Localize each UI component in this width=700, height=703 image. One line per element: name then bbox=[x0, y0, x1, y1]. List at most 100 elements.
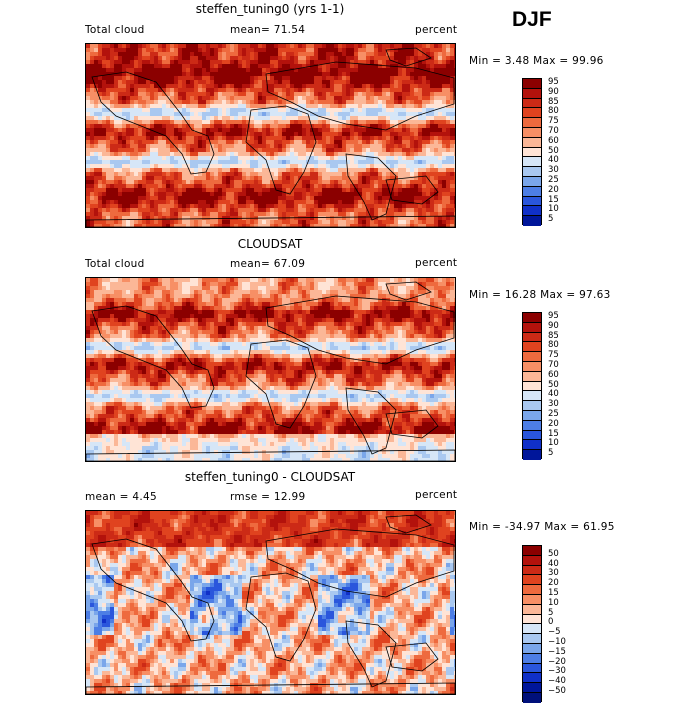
panel1-units-label: percent bbox=[415, 24, 457, 36]
colorbar-tick-label: −5 bbox=[548, 627, 561, 637]
colorbar-tick-label: 50 bbox=[548, 380, 559, 390]
colorbar-tick-label: 20 bbox=[548, 578, 559, 588]
colorbar-segment bbox=[523, 352, 541, 362]
panel2-minmax: Min = 16.28 Max = 97.63 bbox=[469, 289, 611, 301]
panel3-minmax: Min = -34.97 Max = 61.95 bbox=[469, 521, 615, 533]
colorbar-segment bbox=[523, 391, 541, 401]
panel1-mean-label: mean= 71.54 bbox=[230, 24, 305, 36]
colorbar-segment bbox=[523, 664, 541, 674]
colorbar-tick-label: 80 bbox=[548, 340, 559, 350]
colorbar-segment bbox=[523, 138, 541, 148]
colorbar-tick-label: 25 bbox=[548, 409, 559, 419]
panel2-units-label: percent bbox=[415, 257, 457, 269]
colorbar-tick-label: −20 bbox=[548, 657, 566, 667]
colorbar-segment bbox=[523, 79, 541, 89]
colorbar-segment bbox=[523, 654, 541, 664]
panel3-map-field bbox=[86, 511, 455, 694]
colorbar-tick-label: 90 bbox=[548, 321, 559, 331]
panel2-map-field bbox=[86, 278, 455, 461]
colorbar-segment bbox=[523, 118, 541, 128]
colorbar-tick-label: 75 bbox=[548, 350, 559, 360]
colorbar-segment bbox=[523, 108, 541, 118]
colorbar-tick-label: 70 bbox=[548, 360, 559, 370]
colorbar-segment bbox=[523, 556, 541, 566]
colorbar-tick-label: 95 bbox=[548, 311, 559, 321]
colorbar-segment bbox=[523, 683, 541, 693]
colorbar-tick-label: 70 bbox=[548, 126, 559, 136]
colorbar-tick-label: 5 bbox=[548, 214, 553, 224]
panel1-title: steffen_tuning0 (yrs 1-1) bbox=[85, 2, 455, 16]
season-label: DJF bbox=[512, 8, 552, 32]
colorbar-segment bbox=[523, 187, 541, 197]
colorbar-tick-label: 5 bbox=[548, 448, 553, 458]
colorbar-segment bbox=[523, 128, 541, 138]
colorbar-tick-label: 40 bbox=[548, 155, 559, 165]
panel2-title: CLOUDSAT bbox=[85, 237, 455, 251]
panel2-map bbox=[85, 277, 456, 462]
colorbar-strip bbox=[522, 78, 542, 225]
colorbar-segment bbox=[523, 615, 541, 625]
colorbar-segment bbox=[523, 313, 541, 323]
colorbar-tick-label: 5 bbox=[548, 608, 553, 618]
colorbar-segment bbox=[523, 372, 541, 382]
colorbar-segment bbox=[523, 362, 541, 372]
colorbar-segment bbox=[523, 157, 541, 167]
colorbar-segment bbox=[523, 342, 541, 352]
colorbar-tick-label: 15 bbox=[548, 195, 559, 205]
colorbar-segment bbox=[523, 197, 541, 207]
colorbar-segment bbox=[523, 177, 541, 187]
colorbar-segment bbox=[523, 585, 541, 595]
colorbar-tick-label: 85 bbox=[548, 331, 559, 341]
panel3-map bbox=[85, 510, 456, 695]
colorbar-tick-label: 25 bbox=[548, 175, 559, 185]
panel3-rmse-label: rmse = 12.99 bbox=[230, 491, 305, 503]
panel3-units-label: percent bbox=[415, 489, 457, 501]
panel3-title: steffen_tuning0 - CLOUDSAT bbox=[85, 470, 455, 484]
colorbar-tick-label: 60 bbox=[548, 136, 559, 146]
colorbar-tick-label: 40 bbox=[548, 559, 559, 569]
colorbar-tick-label: 40 bbox=[548, 389, 559, 399]
colorbar-tick-label: −10 bbox=[548, 637, 566, 647]
panel1-map-field bbox=[86, 44, 455, 227]
colorbar-tick-label: 15 bbox=[548, 588, 559, 598]
colorbar-segment bbox=[523, 148, 541, 158]
colorbar-segment bbox=[523, 323, 541, 333]
colorbar-tick-label: 50 bbox=[548, 146, 559, 156]
colorbar-segment bbox=[523, 333, 541, 343]
colorbar-segment bbox=[523, 546, 541, 556]
colorbar-tick-label: 0 bbox=[548, 617, 553, 627]
colorbar-segment bbox=[523, 401, 541, 411]
colorbar-tick-label: 30 bbox=[548, 165, 559, 175]
panel2-mean-label: mean= 67.09 bbox=[230, 258, 305, 270]
colorbar-segment bbox=[523, 605, 541, 615]
panel1-minmax: Min = 3.48 Max = 99.96 bbox=[469, 55, 604, 67]
colorbar-tick-label: −30 bbox=[548, 666, 566, 676]
colorbar-tick-label: 30 bbox=[548, 568, 559, 578]
field-cells bbox=[86, 44, 455, 227]
colorbar-tick-label: 80 bbox=[548, 106, 559, 116]
colorbar-segment bbox=[523, 421, 541, 431]
colorbar-tick-label: 90 bbox=[548, 87, 559, 97]
colorbar-segment bbox=[523, 644, 541, 654]
colorbar-segment bbox=[523, 99, 541, 109]
colorbar-segment bbox=[523, 167, 541, 177]
field-cells bbox=[86, 278, 455, 461]
colorbar-tick-label: 75 bbox=[548, 116, 559, 126]
colorbar-tick-label: 10 bbox=[548, 438, 559, 448]
colorbar-tick-label: −15 bbox=[548, 647, 566, 657]
colorbar-segment bbox=[523, 89, 541, 99]
colorbar-tick-label: 15 bbox=[548, 429, 559, 439]
colorbar-tick-label: 20 bbox=[548, 419, 559, 429]
colorbar-segment bbox=[523, 566, 541, 576]
panel3-mean-label: mean = 4.45 bbox=[85, 491, 157, 503]
panel1-variable-label: Total cloud bbox=[85, 24, 145, 36]
colorbar-tick-label: 20 bbox=[548, 185, 559, 195]
panel1-map bbox=[85, 43, 456, 228]
colorbar-segment bbox=[523, 382, 541, 392]
colorbar-tick-label: 30 bbox=[548, 399, 559, 409]
colorbar-tick-label: 10 bbox=[548, 598, 559, 608]
colorbar-tick-label: −40 bbox=[548, 676, 566, 686]
colorbar-tick-label: 60 bbox=[548, 370, 559, 380]
colorbar-tick-label: 50 bbox=[548, 549, 559, 559]
colorbar-tick-label: −50 bbox=[548, 686, 566, 696]
